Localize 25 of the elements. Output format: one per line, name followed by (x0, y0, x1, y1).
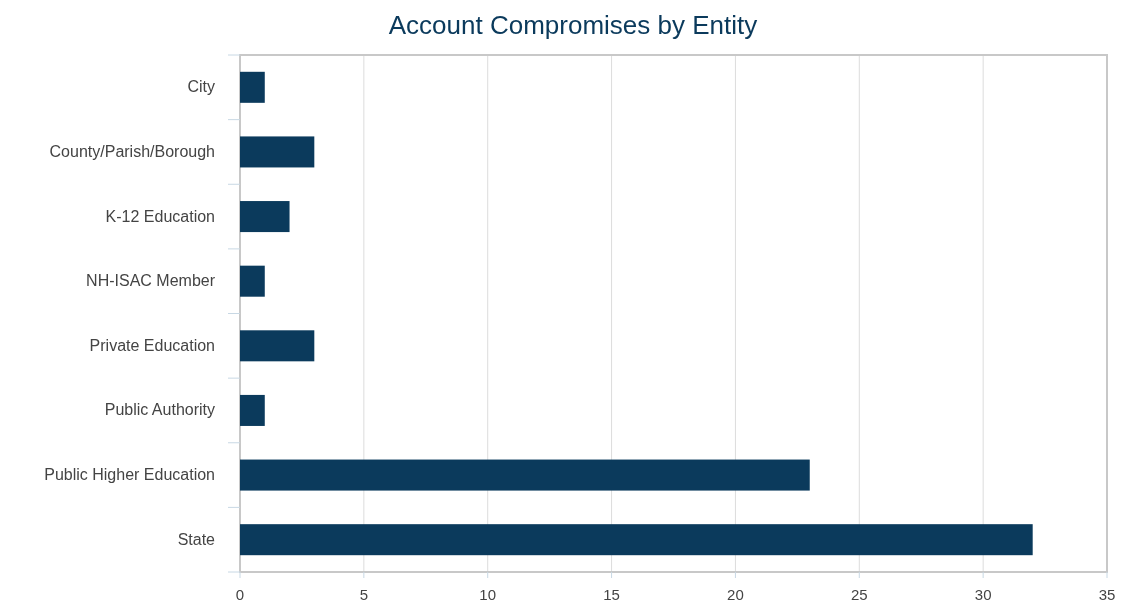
bar (240, 459, 810, 491)
x-tick-label: 0 (235, 586, 245, 603)
x-tick-label: 20 (727, 586, 744, 603)
x-tick-label: 25 (850, 586, 868, 603)
y-tick-label: State (177, 530, 216, 548)
x-tick-label: 10 (479, 586, 497, 603)
bar (240, 394, 265, 426)
x-tick-label: 5 (359, 586, 369, 603)
y-tick-label: Private Education (89, 336, 215, 354)
y-tick-label: K-12 Education (105, 207, 215, 225)
bar (240, 71, 265, 103)
y-tick-label: NH-ISAC Member (86, 272, 216, 290)
x-tick-label: 35 (1098, 586, 1116, 603)
bar (240, 265, 265, 297)
chart-title: Account Compromises by Entity (388, 10, 758, 40)
bar (240, 524, 1033, 556)
y-tick-label: Public Higher Education (44, 466, 215, 484)
bar (240, 136, 315, 168)
bar (240, 330, 315, 362)
y-tick-label: County/Parish/Borough (49, 142, 215, 160)
y-tick-label: City (187, 78, 215, 96)
x-tick-label: 15 (603, 586, 620, 603)
bar (240, 201, 290, 233)
y-tick-label: Public Authority (104, 401, 215, 419)
x-tick-label: 30 (974, 586, 992, 603)
